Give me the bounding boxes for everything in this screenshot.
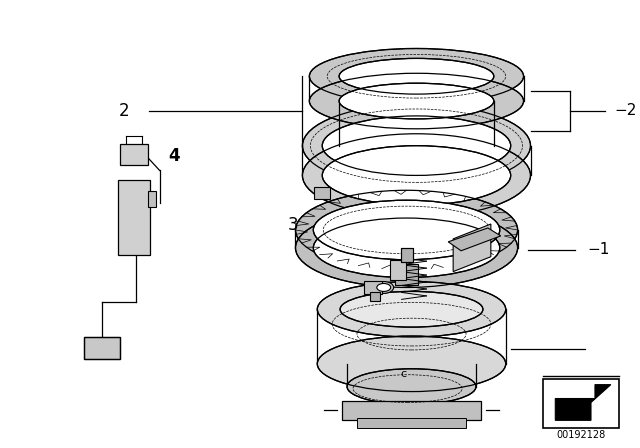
Bar: [357, 418, 466, 428]
Ellipse shape: [309, 73, 524, 129]
Ellipse shape: [309, 48, 524, 104]
Ellipse shape: [347, 369, 476, 405]
Text: 2: 2: [118, 102, 129, 120]
Bar: [543, 379, 619, 428]
Ellipse shape: [317, 281, 506, 337]
Ellipse shape: [340, 292, 483, 327]
Ellipse shape: [339, 83, 494, 119]
Text: c: c: [401, 369, 406, 379]
Ellipse shape: [377, 284, 390, 292]
Text: −1: −1: [587, 242, 609, 257]
Ellipse shape: [314, 218, 500, 278]
Bar: [84, 337, 120, 359]
Bar: [370, 293, 380, 302]
Ellipse shape: [303, 134, 531, 217]
Ellipse shape: [317, 336, 506, 392]
Ellipse shape: [303, 104, 531, 187]
Polygon shape: [453, 224, 491, 271]
Bar: [120, 144, 148, 165]
Bar: [401, 248, 413, 262]
Bar: [148, 191, 156, 207]
Polygon shape: [448, 228, 500, 251]
Ellipse shape: [339, 58, 494, 94]
Text: 4: 4: [168, 146, 180, 164]
Ellipse shape: [323, 146, 511, 205]
Polygon shape: [556, 385, 611, 420]
Bar: [364, 280, 382, 294]
Bar: [84, 337, 120, 359]
Bar: [314, 187, 330, 199]
Text: 00192128: 00192128: [556, 430, 605, 440]
Text: −2: −2: [615, 103, 637, 118]
Ellipse shape: [374, 281, 394, 293]
Bar: [401, 248, 413, 262]
Bar: [390, 260, 406, 280]
Ellipse shape: [314, 200, 500, 260]
Ellipse shape: [296, 190, 518, 270]
Bar: [342, 401, 481, 420]
Ellipse shape: [323, 116, 511, 176]
Text: 3: 3: [287, 216, 298, 234]
Bar: [395, 264, 419, 285]
Bar: [118, 181, 150, 255]
Ellipse shape: [296, 208, 518, 288]
